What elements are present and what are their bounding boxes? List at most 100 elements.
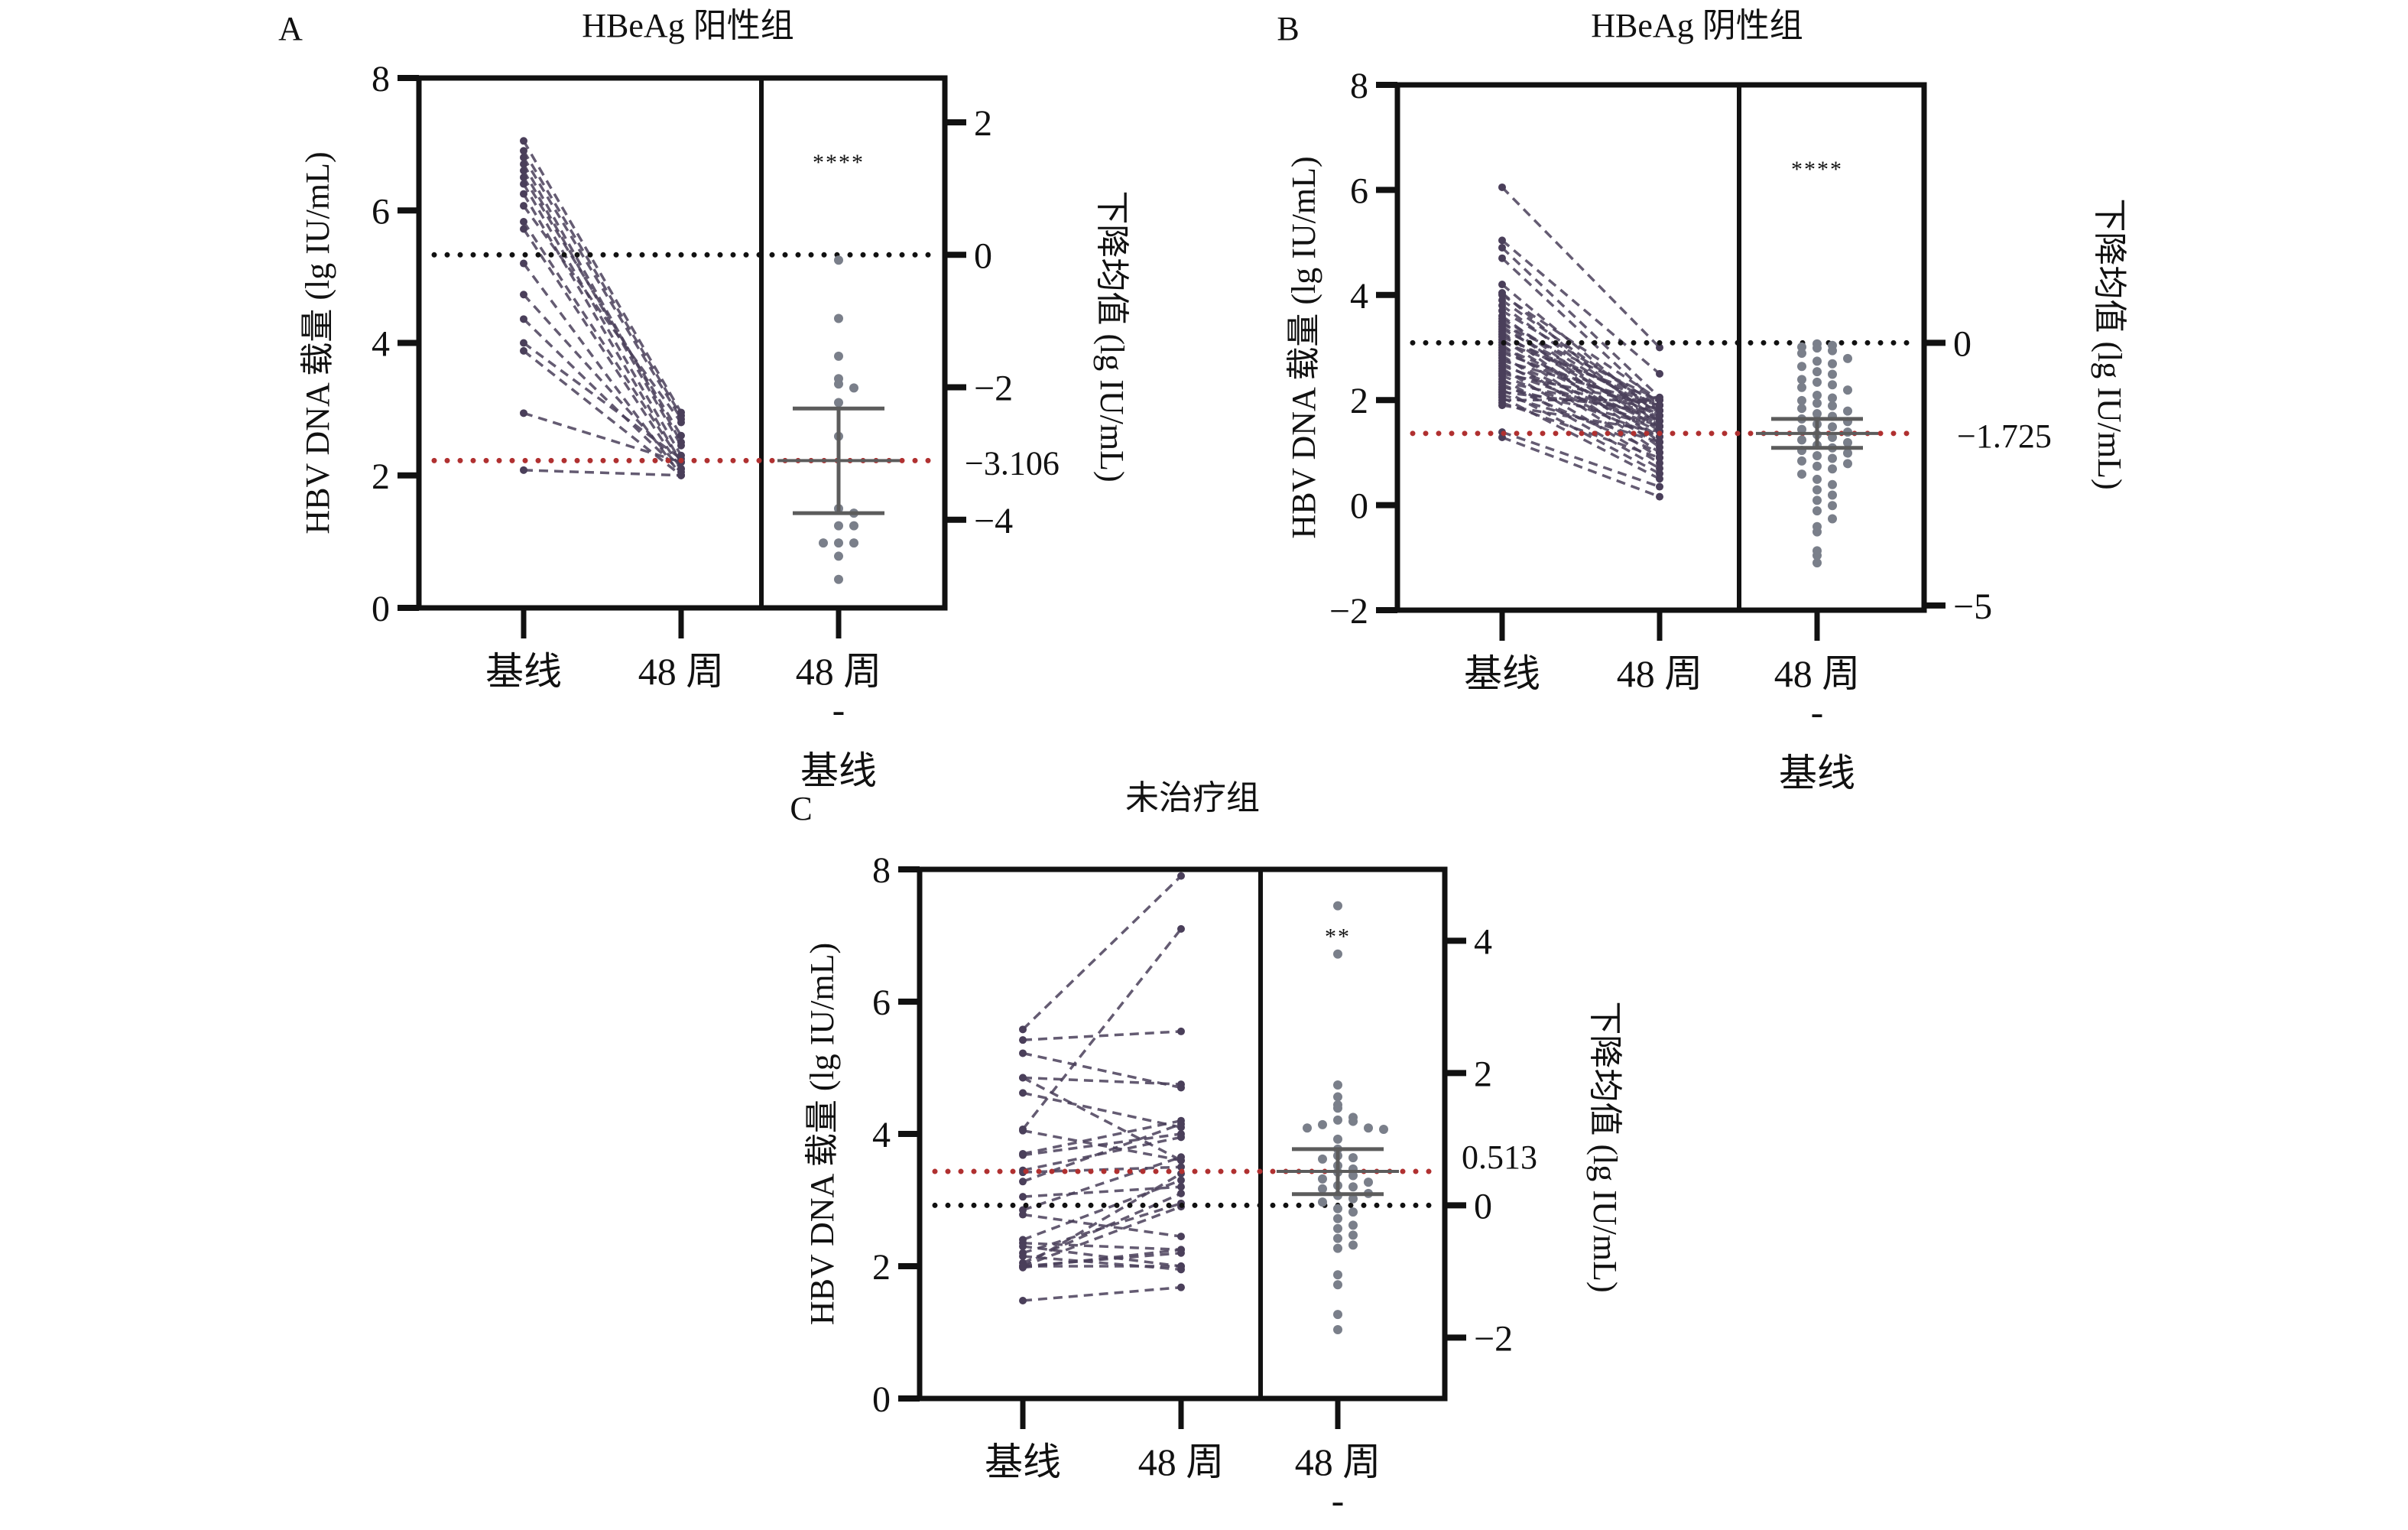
week48-point	[1177, 1080, 1185, 1089]
paired-line	[1501, 364, 1660, 423]
week48-point	[1656, 411, 1663, 420]
week48-point	[1177, 1189, 1185, 1197]
week48-point	[1656, 475, 1663, 483]
week48-point	[1177, 1262, 1185, 1270]
x-tick-label: 48 周	[1138, 1441, 1225, 1483]
y-tick-label: 0	[872, 1379, 891, 1420]
difference-point	[1828, 501, 1837, 511]
baseline-point	[1019, 1025, 1027, 1034]
y-right-tick-label: −4	[974, 501, 1013, 541]
difference-point	[1348, 1182, 1358, 1192]
y-tick-label: 6	[372, 191, 390, 232]
paired-line	[1501, 362, 1660, 443]
difference-point	[1303, 1123, 1312, 1133]
baseline-point	[520, 346, 527, 355]
x-tick-label: -	[832, 688, 845, 731]
week48-point	[1177, 1233, 1185, 1241]
week48-point	[1656, 369, 1663, 378]
difference-point	[1797, 342, 1806, 352]
paired-line	[1501, 349, 1660, 428]
difference-point	[1333, 1080, 1342, 1090]
difference-point	[1348, 1230, 1358, 1240]
x-tick-label: 基线	[800, 749, 877, 792]
paired-line	[522, 193, 683, 463]
x-tick-label: 基线	[485, 650, 562, 693]
baseline-point	[520, 315, 527, 323]
significance-marker: ****	[1791, 157, 1843, 182]
paired-line	[1022, 1122, 1182, 1183]
baseline-point	[1498, 236, 1506, 245]
panel-title: 未治疗组	[1125, 779, 1260, 817]
y-right-tick-label: −5	[1953, 586, 1992, 627]
difference-point	[1318, 1184, 1327, 1194]
paired-line	[1022, 1248, 1182, 1269]
week48-point	[1656, 464, 1663, 473]
baseline-point	[1498, 301, 1506, 310]
baseline-point	[520, 259, 527, 268]
difference-point	[1797, 395, 1806, 405]
difference-point	[1333, 1270, 1342, 1280]
paired-line	[522, 262, 683, 476]
baseline-point	[1498, 296, 1506, 304]
paired-line	[1022, 1185, 1182, 1198]
difference-point	[849, 383, 858, 393]
difference-point	[1812, 409, 1822, 419]
week48-point	[677, 431, 685, 440]
baseline-point	[1498, 307, 1506, 315]
difference-point	[1843, 353, 1852, 363]
paired-line	[1501, 385, 1660, 428]
y-right-tick-label: 0	[1474, 1186, 1492, 1226]
x-tick-label: 48 周	[1774, 652, 1861, 695]
paired-line	[1022, 1172, 1182, 1268]
baseline-point	[1019, 1126, 1027, 1135]
difference-point	[1333, 1092, 1342, 1102]
baseline-point	[1498, 254, 1506, 262]
baseline-point	[1498, 183, 1506, 191]
y-right-tick-label: 4	[1474, 921, 1492, 962]
baseline-point	[520, 217, 527, 226]
panel-letter: C	[790, 790, 812, 827]
difference-point	[834, 379, 843, 389]
week48-point	[1656, 422, 1663, 430]
paired-line	[1022, 1205, 1182, 1268]
baseline-point	[1019, 1193, 1027, 1201]
difference-point	[834, 574, 843, 584]
x-tick-label: -	[1332, 1479, 1345, 1522]
paired-line	[1501, 323, 1660, 401]
paired-line	[522, 177, 683, 437]
paired-line	[522, 221, 683, 463]
difference-point	[1812, 398, 1822, 408]
difference-point	[1828, 514, 1837, 524]
x-tick-label: 基线	[1464, 652, 1540, 695]
paired-line	[1501, 359, 1660, 407]
difference-point	[1333, 1134, 1342, 1144]
y-tick-label: 8	[372, 59, 390, 99]
paired-line	[522, 157, 683, 421]
y-right-axis-title: 下降均值 (lg IU/mL)	[2091, 198, 2128, 489]
difference-point	[1812, 391, 1822, 401]
paired-line	[1022, 1076, 1182, 1086]
y-tick-label: 6	[1350, 171, 1368, 211]
difference-point	[1797, 349, 1806, 359]
x-tick-label: 48 周	[1617, 652, 1703, 695]
y-tick-label: 2	[372, 456, 390, 497]
baseline-point	[520, 225, 527, 233]
baseline-point	[520, 180, 527, 188]
week48-point	[1656, 343, 1663, 352]
difference-point	[1812, 474, 1822, 484]
week48-point	[1656, 482, 1663, 491]
y-tick-label: −2	[1329, 591, 1368, 632]
baseline-point	[520, 339, 527, 347]
difference-point	[1364, 1178, 1373, 1187]
paired-line	[1022, 1285, 1182, 1302]
difference-point	[1348, 1220, 1358, 1230]
paired-line	[1501, 299, 1661, 412]
mean-difference-label: −3.106	[965, 444, 1060, 482]
paired-line	[1021, 875, 1183, 1031]
paired-line	[522, 205, 683, 424]
baseline-point	[520, 173, 527, 181]
paired-line	[1501, 340, 1660, 401]
baseline-point	[1498, 243, 1506, 252]
paired-line	[1022, 1051, 1182, 1090]
paired-line	[522, 228, 683, 470]
